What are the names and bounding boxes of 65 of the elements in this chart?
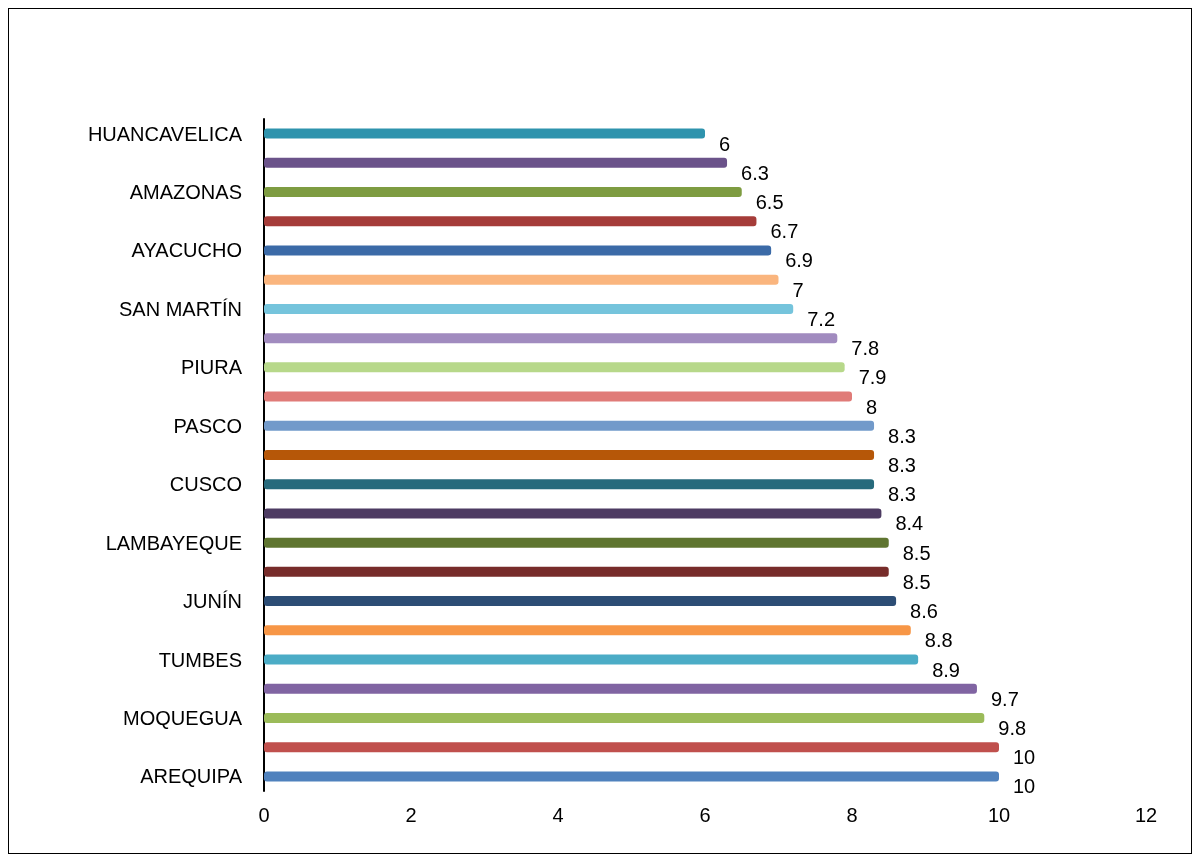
bar	[264, 625, 911, 636]
x-tick-label: 12	[1134, 804, 1158, 826]
bar	[264, 187, 742, 198]
x-tick-label: 8	[846, 804, 858, 826]
bar	[264, 479, 875, 490]
x-tick-label: 6	[699, 804, 711, 826]
data-label: 10	[1013, 746, 1036, 769]
bar	[264, 683, 977, 694]
y-tick-label: AREQUIPA	[140, 765, 243, 788]
y-tick-label: PIURA	[180, 356, 243, 379]
bar	[264, 712, 985, 723]
data-label: 8	[866, 395, 878, 418]
bar	[264, 216, 757, 227]
bar	[264, 742, 999, 753]
bar	[264, 157, 728, 168]
data-label: 7.9	[858, 366, 887, 389]
bar	[264, 654, 919, 665]
data-label: 10	[1013, 775, 1036, 798]
y-tick-label: TUMBES	[158, 648, 242, 671]
x-tick-label: 2	[405, 804, 417, 826]
data-label: 7.2	[807, 307, 836, 330]
y-tick-label: AYACUCHO	[131, 239, 242, 262]
bar	[264, 508, 882, 519]
bar	[264, 303, 794, 314]
y-tick-label: LAMBAYEQUE	[105, 531, 242, 554]
data-label: 7	[792, 278, 804, 301]
x-tick-label: 0	[258, 804, 270, 826]
y-tick-label: MOQUEGUA	[123, 706, 243, 729]
data-label: 8.9	[932, 658, 960, 681]
data-label: 9.8	[998, 716, 1027, 739]
data-label: 6.5	[755, 191, 784, 214]
bar	[264, 450, 875, 460]
data-label: 8.3	[888, 454, 916, 476]
y-tick-label: CUSCO	[169, 473, 242, 496]
data-label: 9.7	[990, 687, 1019, 710]
bar	[264, 245, 772, 256]
bar	[264, 274, 779, 285]
bar	[264, 128, 705, 139]
bar	[264, 596, 897, 607]
data-label: 8.3	[888, 424, 916, 447]
data-label: 6.9	[785, 249, 813, 272]
data-label: 7.8	[851, 337, 880, 360]
bar	[264, 771, 999, 782]
bar	[264, 362, 845, 373]
data-label: 8.4	[895, 512, 924, 535]
data-label: 8.3	[888, 483, 916, 506]
y-tick-label: HUANCAVELICA	[87, 122, 243, 145]
y-tick-label: AMAZONAS	[129, 181, 242, 204]
bar	[264, 420, 875, 431]
bar	[264, 333, 838, 344]
x-tick-label: 10	[987, 804, 1011, 826]
x-tick-label: 4	[552, 804, 564, 826]
bar	[264, 537, 889, 548]
y-tick-label: JUNÍN	[183, 590, 242, 613]
data-label: 8.6	[910, 600, 938, 623]
y-tick-label: SAN MARTÍN	[119, 297, 242, 320]
data-label: 8.5	[902, 541, 931, 564]
data-label: 6	[719, 132, 731, 155]
y-tick-label: PASCO	[173, 414, 242, 437]
data-label: 6.7	[770, 220, 799, 243]
data-label: 6.3	[741, 161, 769, 184]
data-label: 8.8	[924, 629, 953, 652]
bar	[264, 391, 852, 402]
data-label: 8.5	[902, 570, 931, 593]
bar	[264, 566, 889, 577]
